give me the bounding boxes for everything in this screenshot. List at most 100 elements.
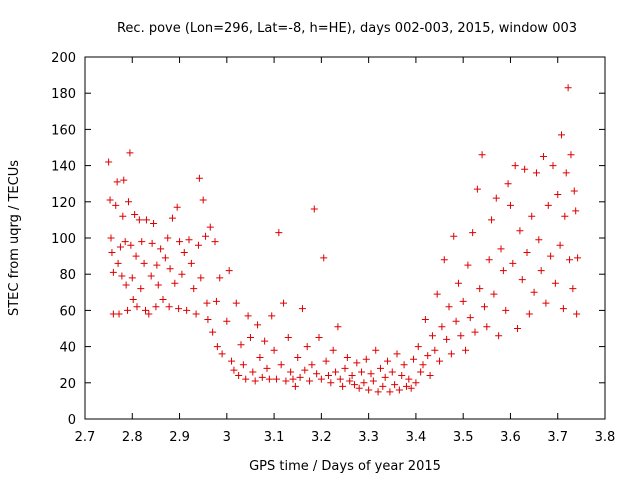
scatter-point bbox=[105, 158, 113, 166]
scatter-point bbox=[419, 361, 427, 369]
scatter-point bbox=[372, 346, 380, 354]
scatter-point bbox=[126, 149, 134, 157]
scatter-point bbox=[242, 375, 250, 383]
x-tick-label: 3.1 bbox=[264, 430, 285, 445]
scatter-point bbox=[124, 198, 132, 206]
scatter-point bbox=[246, 334, 254, 342]
scatter-point bbox=[348, 372, 356, 380]
scatter-point bbox=[173, 203, 181, 211]
scatter-point bbox=[485, 256, 493, 264]
scatter-point bbox=[488, 216, 496, 224]
scatter-point bbox=[153, 261, 161, 269]
scatter-point bbox=[554, 191, 562, 199]
scatter-point bbox=[150, 220, 158, 228]
scatter-point bbox=[157, 245, 165, 253]
scatter-point bbox=[525, 310, 533, 318]
points-layer bbox=[105, 84, 582, 396]
scatter-point bbox=[509, 259, 517, 267]
scatter-point bbox=[249, 368, 257, 376]
scatter-point bbox=[296, 373, 304, 381]
scatter-point bbox=[308, 361, 316, 369]
scatter-point bbox=[384, 357, 392, 365]
scatter-point bbox=[152, 303, 160, 311]
scatter-point bbox=[291, 382, 299, 390]
scatter-point bbox=[114, 259, 122, 267]
scatter-point bbox=[421, 315, 429, 323]
y-tick-label: 80 bbox=[59, 268, 76, 283]
scatter-point bbox=[315, 334, 323, 342]
scatter-point bbox=[287, 368, 295, 376]
scatter-point bbox=[298, 305, 306, 313]
scatter-point bbox=[518, 276, 526, 284]
scatter-point bbox=[199, 196, 207, 204]
scatter-point bbox=[120, 176, 128, 184]
scatter-point bbox=[223, 317, 231, 325]
scatter-point bbox=[476, 285, 484, 293]
y-tick-label: 180 bbox=[51, 87, 76, 102]
scatter-point bbox=[332, 368, 340, 376]
scatter-point bbox=[180, 248, 188, 256]
y-tick-label: 200 bbox=[51, 51, 76, 66]
y-tick-label: 40 bbox=[59, 341, 76, 356]
scatter-point bbox=[355, 384, 363, 392]
x-tick-label: 3.3 bbox=[358, 430, 379, 445]
scatter-point bbox=[194, 241, 202, 249]
scatter-point bbox=[306, 377, 314, 385]
scatter-point bbox=[400, 361, 408, 369]
scatter-point bbox=[284, 334, 292, 342]
plot-border bbox=[84, 56, 606, 420]
scatter-point bbox=[506, 201, 514, 209]
scatter-point bbox=[523, 248, 531, 256]
scatter-point bbox=[204, 315, 212, 323]
scatter-point bbox=[216, 274, 224, 282]
scatter-point bbox=[282, 377, 290, 385]
scatter-point bbox=[113, 178, 121, 186]
scatter-point bbox=[112, 201, 120, 209]
scatter-point bbox=[251, 377, 259, 385]
scatter-point bbox=[559, 305, 567, 313]
x-tick-label: 3.4 bbox=[406, 430, 427, 445]
scatter-point bbox=[275, 229, 283, 237]
scatter-point bbox=[544, 201, 552, 209]
scatter-point bbox=[573, 310, 581, 318]
scatter-point bbox=[133, 303, 141, 311]
scatter-point bbox=[466, 314, 474, 322]
x-tick-label: 2.8 bbox=[122, 430, 143, 445]
x-axis-label: GPS time / Days of year 2015 bbox=[249, 459, 441, 474]
scatter-point bbox=[106, 196, 114, 204]
scatter-point bbox=[190, 285, 198, 293]
y-tick-label: 140 bbox=[51, 160, 76, 175]
scatter-point bbox=[176, 238, 184, 246]
scatter-point bbox=[294, 353, 302, 361]
scatter-point bbox=[310, 205, 318, 213]
scatter-point bbox=[324, 372, 332, 380]
scatter-point bbox=[232, 299, 240, 307]
scatter-point bbox=[171, 279, 179, 287]
scatter-point bbox=[124, 306, 132, 314]
scatter-point bbox=[530, 288, 538, 296]
scatter-point bbox=[129, 296, 137, 304]
scatter-point bbox=[168, 214, 176, 222]
scatter-point bbox=[535, 236, 543, 244]
scatter-point bbox=[108, 248, 116, 256]
scatter-point bbox=[478, 151, 486, 159]
scatter-point bbox=[551, 279, 559, 287]
scatter-point bbox=[490, 290, 498, 298]
scatter-point bbox=[195, 174, 203, 182]
scatter-point bbox=[336, 375, 344, 383]
scatter-point bbox=[183, 306, 191, 314]
scatter-point bbox=[542, 299, 550, 307]
scatter-point bbox=[327, 379, 335, 387]
scatter-point bbox=[365, 386, 373, 394]
x-tick-label: 3 bbox=[223, 430, 231, 445]
scatter-point bbox=[569, 285, 577, 293]
scatter-point bbox=[469, 229, 477, 237]
scatter-point bbox=[161, 254, 169, 262]
scatter-point bbox=[346, 377, 354, 385]
scatter-point bbox=[256, 353, 264, 361]
scatter-point bbox=[261, 337, 269, 345]
y-tick-label: 0 bbox=[68, 413, 76, 428]
x-tick-label: 3.2 bbox=[311, 430, 332, 445]
y-axis-label: STEC from uqrg / TECUs bbox=[7, 160, 22, 316]
scatter-point bbox=[280, 299, 288, 307]
